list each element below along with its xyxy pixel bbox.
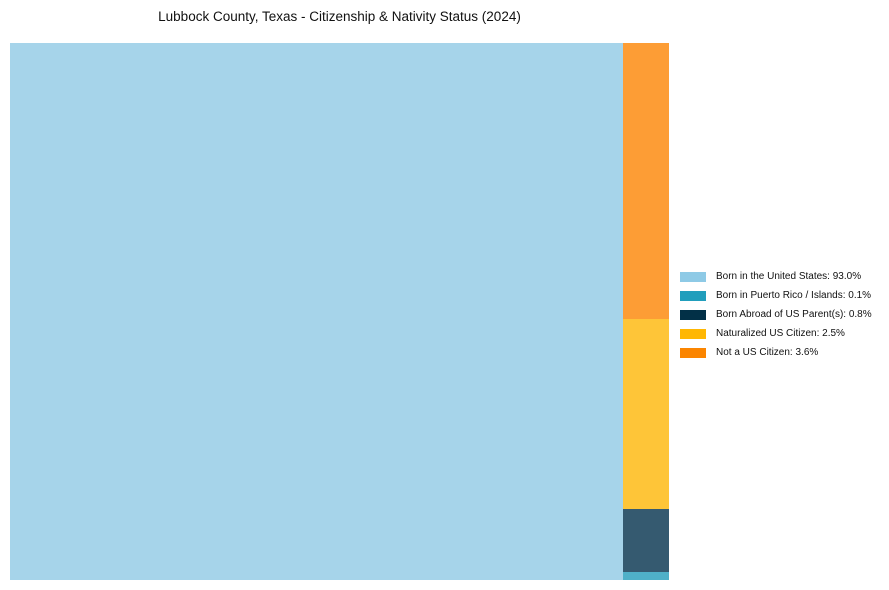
legend-item: Naturalized US Citizen: 2.5% — [680, 324, 872, 343]
legend-swatch-icon — [680, 328, 706, 339]
legend-label: Born in the United States: 93.0% — [716, 271, 862, 282]
legend-label: Born in Puerto Rico / Islands: 0.1% — [716, 290, 872, 301]
treemap-tile-naturalized-us-citizen — [623, 319, 669, 509]
chart-legend: Born in the United States: 93.0% Born in … — [680, 267, 872, 362]
treemap-tile-born-in-puerto-rico-islands — [623, 572, 669, 580]
chart-title: Lubbock County, Texas - Citizenship & Na… — [158, 9, 521, 24]
legend-swatch-icon — [680, 290, 706, 301]
treemap-tile-not-a-us-citizen — [623, 43, 669, 319]
legend-label: Naturalized US Citizen: 2.5% — [716, 328, 845, 339]
legend-swatch-icon — [680, 309, 706, 320]
treemap-tile-born-in-the-united-states — [10, 43, 623, 580]
legend-item: Born Abroad of US Parent(s): 0.8% — [680, 305, 872, 324]
legend-item: Born in the United States: 93.0% — [680, 267, 872, 286]
legend-label: Born Abroad of US Parent(s): 0.8% — [716, 309, 872, 320]
legend-label: Not a US Citizen: 3.6% — [716, 347, 819, 358]
treemap-tile-born-abroad-of-us-parent-s — [623, 509, 669, 572]
legend-swatch-icon — [680, 271, 706, 282]
legend-swatch-icon — [680, 347, 706, 358]
legend-item: Not a US Citizen: 3.6% — [680, 343, 872, 362]
legend-item: Born in Puerto Rico / Islands: 0.1% — [680, 286, 872, 305]
